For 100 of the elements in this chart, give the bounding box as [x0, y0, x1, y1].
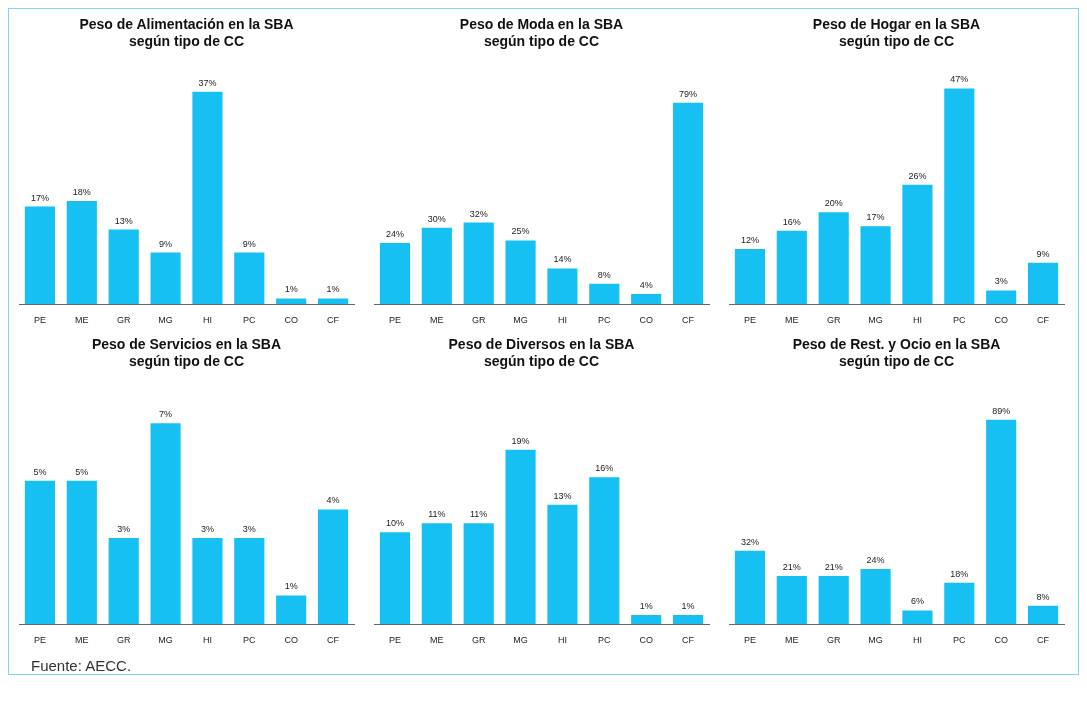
- bar: [860, 226, 891, 305]
- data-label: 17%: [866, 212, 885, 223]
- data-label: 3%: [200, 524, 214, 535]
- chart-title: Peso de Diversos en la SBA según tipo de CC: [448, 336, 635, 370]
- data-label: 21%: [824, 561, 843, 572]
- bar: [150, 252, 181, 305]
- source-note: Fuente: AECC.: [30, 657, 133, 674]
- data-label: 14%: [553, 254, 572, 265]
- data-label: 9%: [242, 238, 256, 249]
- chart-title: Peso de Moda en la SBA según tipo de CC: [459, 16, 624, 50]
- data-label: 21%: [782, 561, 801, 572]
- bar: [986, 290, 1017, 305]
- data-label: 79%: [679, 88, 698, 99]
- data-label: 37%: [198, 77, 217, 88]
- bar: [24, 480, 56, 625]
- bar: [463, 523, 494, 625]
- bar: [776, 575, 807, 625]
- data-label: 11%: [470, 509, 488, 520]
- data-label: 3%: [242, 524, 256, 535]
- bar: [150, 423, 181, 625]
- data-label: 47%: [950, 74, 969, 85]
- x-tick-label: PC: [243, 635, 257, 646]
- x-tick-label: CO: [639, 635, 653, 646]
- x-tick-label: PC: [953, 635, 967, 646]
- data-label: 16%: [595, 463, 614, 474]
- x-tick-label: PC: [953, 315, 967, 326]
- x-tick-label: CO: [284, 315, 298, 326]
- data-label: 18%: [72, 186, 91, 197]
- x-tick-label: CO: [994, 315, 1008, 326]
- chart-title: Peso de Alimentación en la SBA según tipo de CC: [79, 16, 294, 50]
- x-tick-label: GR: [116, 635, 131, 646]
- data-label: 5%: [33, 466, 47, 477]
- data-label: 3%: [994, 276, 1008, 287]
- data-label: 6%: [910, 596, 924, 607]
- x-tick-label: CF: [1037, 635, 1050, 646]
- bar: [734, 249, 766, 305]
- data-label: 30%: [427, 213, 446, 224]
- data-label: 7%: [159, 409, 173, 420]
- bar: [547, 504, 578, 625]
- data-label: 1%: [284, 581, 298, 592]
- bar: [631, 294, 662, 305]
- x-tick-label: CF: [327, 635, 340, 646]
- x-tick-label: PE: [33, 315, 46, 326]
- x-tick-label: GR: [116, 315, 131, 326]
- bar: [192, 91, 223, 305]
- data-label: 4%: [639, 279, 653, 290]
- bar: [192, 538, 223, 625]
- x-tick-label: PE: [388, 635, 401, 646]
- x-tick-label: PE: [743, 315, 756, 326]
- bar: [66, 480, 97, 625]
- data-label: 24%: [866, 555, 885, 566]
- data-label: 11%: [428, 509, 446, 520]
- x-tick-label: PE: [388, 315, 401, 326]
- x-tick-label: ME: [785, 635, 799, 646]
- x-tick-label: CO: [639, 315, 653, 326]
- chart-title: Peso de Hogar en la SBA según tipo de CC: [812, 16, 981, 50]
- x-tick-label: ME: [75, 635, 89, 646]
- bar: [672, 615, 704, 625]
- x-tick-label: GR: [471, 315, 486, 326]
- bar: [421, 523, 452, 625]
- x-tick-label: GR: [826, 635, 841, 646]
- data-label: 3%: [117, 524, 131, 535]
- data-label: 12%: [740, 235, 759, 246]
- chart-title: Peso de Rest. y Ocio en la SBA según tipo de CC: [792, 336, 1001, 370]
- x-tick-label: PC: [243, 315, 257, 326]
- bar: [276, 595, 307, 625]
- bar: [24, 206, 56, 305]
- bar: [589, 477, 620, 625]
- data-label: 16%: [782, 216, 801, 227]
- data-label: 9%: [159, 238, 173, 249]
- chart-title: Peso de Servicios en la SBA según tipo de CC: [91, 336, 282, 370]
- bar: [672, 102, 704, 305]
- bar: [108, 538, 139, 625]
- bar: [818, 575, 849, 625]
- x-tick-label: CF: [682, 315, 695, 326]
- bar: [379, 242, 411, 305]
- x-tick-label: HI: [557, 635, 567, 646]
- x-tick-label: MG: [158, 635, 173, 646]
- data-label: 9%: [1036, 248, 1050, 259]
- data-label: 17%: [30, 192, 49, 203]
- x-tick-label: PC: [598, 315, 612, 326]
- data-label: 1%: [639, 601, 653, 611]
- data-label: 4%: [326, 495, 340, 506]
- bar: [66, 200, 97, 305]
- x-tick-label: CF: [327, 315, 340, 326]
- x-tick-label: CF: [1037, 315, 1050, 326]
- bar: [108, 229, 139, 305]
- x-tick-label: HI: [202, 315, 212, 326]
- x-tick-label: MG: [513, 635, 528, 646]
- bar: [276, 298, 307, 305]
- bar: [944, 582, 975, 625]
- bar: [734, 550, 766, 625]
- bar: [1027, 605, 1059, 625]
- x-tick-label: ME: [430, 315, 444, 326]
- bar: [547, 268, 578, 305]
- data-label: 1%: [681, 601, 695, 611]
- x-tick-label: HI: [912, 315, 922, 326]
- x-tick-label: MG: [868, 635, 883, 646]
- x-tick-label: CO: [284, 635, 298, 646]
- bar: [631, 615, 662, 625]
